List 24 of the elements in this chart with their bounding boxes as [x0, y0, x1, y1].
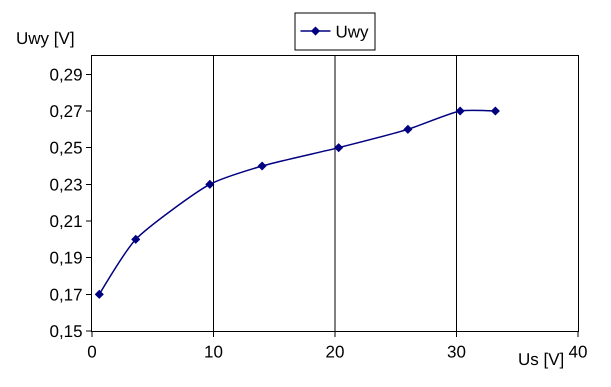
y-axis-title: Uwy [V]	[16, 29, 75, 48]
y-tick-label: 0,27	[50, 102, 83, 121]
point	[258, 161, 267, 171]
x-tick-label: 20	[326, 342, 344, 362]
x-axis-title: Us [V]	[518, 350, 564, 369]
x-tick-label: 10	[204, 342, 223, 362]
x-tick-label: 0	[87, 342, 97, 362]
point	[205, 180, 214, 189]
y-tick-label: 0,17	[50, 285, 83, 304]
x-tick-label: 30	[447, 342, 466, 362]
y-tick-label: 0,25	[50, 138, 83, 158]
point	[131, 234, 140, 244]
point	[456, 106, 465, 116]
point	[403, 124, 412, 134]
y-tick-label: 0,29	[50, 65, 83, 84]
x-tick-label: 40	[568, 342, 588, 362]
point	[490, 106, 500, 116]
y-tick-label: 0,19	[50, 248, 83, 268]
point	[94, 290, 104, 299]
legend-label: Uwy	[336, 22, 370, 42]
y-tick-label: 0,23	[50, 175, 83, 194]
y-tick-label: 0,15	[50, 322, 83, 341]
point	[334, 143, 344, 152]
y-tick-label: 0,21	[50, 212, 83, 231]
